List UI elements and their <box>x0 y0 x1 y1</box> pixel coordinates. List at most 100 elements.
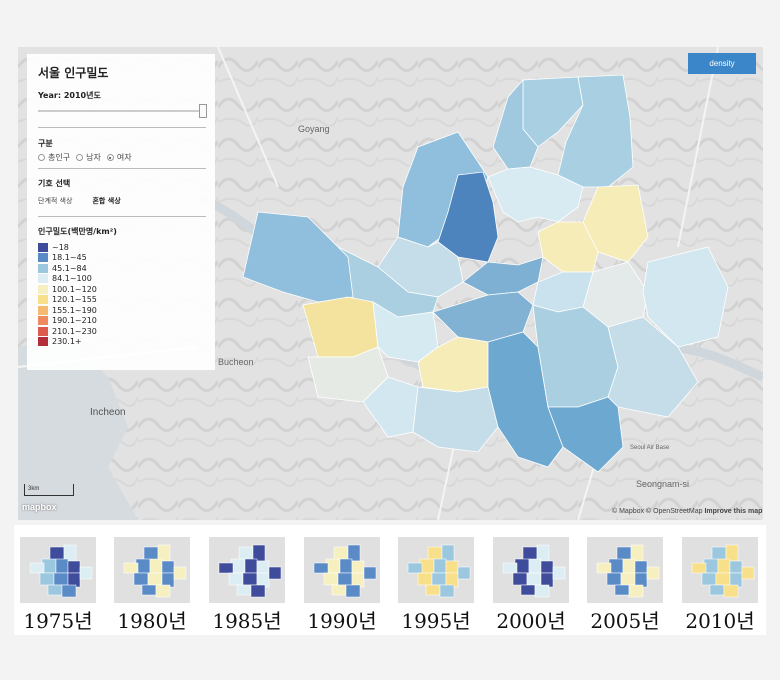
district-songpa[interactable] <box>607 316 699 418</box>
timeline-thumbnail[interactable] <box>209 537 285 603</box>
legend-item: 230.1+ <box>38 337 97 348</box>
thumbnail-district <box>741 566 755 580</box>
radio-total-dot[interactable] <box>38 154 45 161</box>
divider <box>38 127 206 128</box>
legend-swatch <box>38 263 48 273</box>
mapbox-logo[interactable]: mapbox <box>22 502 57 512</box>
thumbnail-district <box>351 560 365 574</box>
thumbnail-district <box>123 562 139 574</box>
legend-swatch <box>38 305 48 315</box>
density-button[interactable]: density <box>688 53 756 74</box>
radio-male-dot[interactable] <box>76 154 84 161</box>
thumbnail-district <box>552 566 566 580</box>
district-gwanak[interactable] <box>412 386 499 453</box>
timeline-thumbnail[interactable] <box>114 537 190 603</box>
legend-label: 18.1~45 <box>52 253 87 263</box>
thumbnail-district <box>540 560 554 574</box>
year-label: Year: 2010년도 <box>38 91 101 100</box>
thumbnail-district <box>363 566 377 580</box>
thumbnail-district <box>155 584 171 598</box>
timeline-thumbnail[interactable] <box>20 537 96 603</box>
thumbnail-district <box>347 544 361 562</box>
thumbnail-district <box>47 584 63 596</box>
thumbnail-district <box>331 584 347 596</box>
timeline-thumbnail[interactable] <box>587 537 663 603</box>
attrib-mapbox[interactable]: © Mapbox <box>612 508 645 515</box>
thumbnail-district <box>441 544 455 562</box>
thumbnail-map <box>304 537 380 603</box>
thumbnail-district <box>323 572 339 586</box>
thumbnail-district <box>67 560 81 574</box>
timeline-year-label: 2005년 <box>590 609 660 633</box>
thumbnail-district <box>433 558 447 574</box>
timeline-thumbnail[interactable] <box>398 537 474 603</box>
legend-label: 84.1~100 <box>52 274 92 284</box>
thumbnail-district <box>173 566 187 580</box>
legend-item: 120.1~155 <box>38 295 97 306</box>
thumbnail-district <box>157 544 171 562</box>
sea-area <box>18 337 138 520</box>
legend-swatch <box>38 326 48 336</box>
thumbnail-district <box>526 572 542 586</box>
attribution: © Mapbox © OpenStreetMap Improve this ma… <box>612 508 762 515</box>
thumbnail-district <box>147 572 163 586</box>
district-gangnam-south[interactable] <box>547 396 624 473</box>
control-panel: 서울 인구밀도 Year: 2010년도 구분 총인구 남자 여자 기호 선택 … <box>27 54 215 370</box>
thumbnail-district <box>228 572 244 586</box>
radio-total[interactable]: 총인구 <box>38 152 70 163</box>
thumbnail-district <box>425 584 441 596</box>
option-mixed-color[interactable]: 혼합 색상 <box>92 197 121 205</box>
thumbnail-district <box>313 562 329 574</box>
thumbnail-district <box>236 584 252 596</box>
district-gangbuk[interactable] <box>492 78 539 170</box>
thumbnail-district <box>709 584 725 596</box>
timeline-thumbnail[interactable] <box>493 537 569 603</box>
division-heading: 구분 <box>38 139 53 148</box>
label-seoul-air-base: Seoul Air Base <box>630 445 670 451</box>
thumbnail-district <box>79 566 93 580</box>
district-nowon[interactable] <box>557 74 634 188</box>
thumbnail-district <box>53 572 69 586</box>
thumbnail-district <box>606 572 622 586</box>
thumbnail-district <box>691 562 707 574</box>
thumbnail-district <box>620 572 636 586</box>
thumbnail-district <box>445 560 459 574</box>
thumbnail-district <box>141 584 157 596</box>
year-slider-track[interactable] <box>38 110 206 112</box>
legend-label: 100.1~120 <box>52 284 97 294</box>
thumbnail-district <box>252 544 266 562</box>
legend-swatch <box>38 253 48 263</box>
year-slider-handle[interactable] <box>199 104 207 118</box>
label-goyang: Goyang <box>298 124 330 134</box>
district-seocho[interactable] <box>487 331 564 468</box>
thumbnail-district <box>717 558 731 574</box>
timeline-year-label: 1990년 <box>307 609 377 633</box>
thumbnail-map <box>587 537 663 603</box>
thumbnail-district <box>39 572 55 586</box>
thumbnail-district <box>242 572 258 586</box>
radio-male-label: 남자 <box>86 153 101 162</box>
label-seongnam: Seongnam-si <box>636 479 690 489</box>
legend-swatch <box>38 284 48 294</box>
symbol-heading: 기호 선택 <box>38 179 71 188</box>
timeline-thumbnail[interactable] <box>682 537 758 603</box>
thumbnail-district <box>715 572 731 586</box>
option-graduated-color[interactable]: 단계적 색상 <box>38 197 73 205</box>
thumbnail-map <box>209 537 285 603</box>
district-seongbuk[interactable] <box>487 166 584 223</box>
thumbnail-district <box>630 544 644 562</box>
attrib-improve[interactable]: Improve this map <box>704 508 763 515</box>
timeline-thumbnail[interactable] <box>304 537 380 603</box>
thumbnail-district <box>502 562 518 574</box>
thumbnail-map <box>682 537 758 603</box>
radio-female-dot[interactable] <box>106 154 114 161</box>
attrib-osm[interactable]: © OpenStreetMap <box>645 508 703 515</box>
district-gangdong[interactable] <box>642 246 729 348</box>
radio-male[interactable]: 남자 <box>76 152 101 163</box>
thumbnail-district <box>614 584 630 596</box>
thumbnail-district <box>512 572 528 586</box>
legend: ~18 18.1~45 45.1~84 84.1~100 100.1~120 120.1~… <box>38 242 97 347</box>
radio-female[interactable]: 여자 <box>106 152 132 163</box>
legend-item: 100.1~120 <box>38 284 97 295</box>
thumbnail-district <box>250 584 266 598</box>
